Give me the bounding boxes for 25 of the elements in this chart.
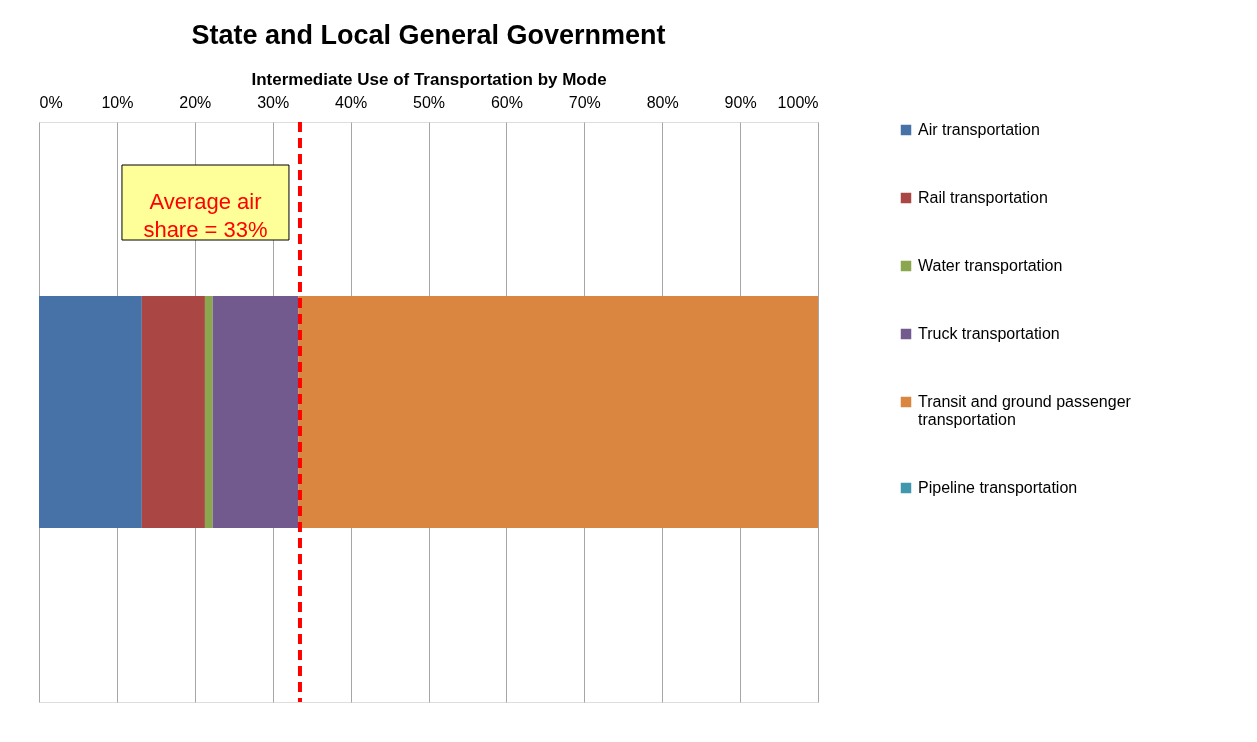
x-tick-label: 40% <box>335 93 368 111</box>
legend-label: Pipeline transportation <box>918 479 1078 496</box>
x-tick-label: 30% <box>257 93 290 111</box>
bar <box>212 296 299 528</box>
x-tick-label: 90% <box>724 93 757 111</box>
bar <box>141 296 205 528</box>
legend-label: Rail transportation <box>918 189 1048 206</box>
x-tick-label: 10% <box>101 93 134 111</box>
x-tick-label: 0% <box>39 93 63 111</box>
x-tick-label: 50% <box>412 93 446 111</box>
x-tick-label: 100% <box>777 93 819 111</box>
bar <box>204 296 213 528</box>
legend-label: Truck transportation <box>918 325 1060 342</box>
x-axis-title: Intermediate Use of Transportation by Mode <box>251 69 607 89</box>
x-tick-label: 20% <box>179 93 212 111</box>
ref-line-label: Average air share = 33% <box>143 189 268 242</box>
chart-title: State and Local General Government <box>191 20 666 50</box>
x-tick-label: 60% <box>490 93 523 111</box>
legend-label: Transit and ground passenger transportation <box>918 393 1132 428</box>
legend-label: Air transportation <box>918 121 1040 138</box>
bar <box>298 296 818 528</box>
bar <box>39 296 142 528</box>
x-tick-label: 80% <box>646 93 679 111</box>
legend-label: Water transportation <box>918 257 1063 274</box>
x-tick-label: 70% <box>568 93 601 111</box>
